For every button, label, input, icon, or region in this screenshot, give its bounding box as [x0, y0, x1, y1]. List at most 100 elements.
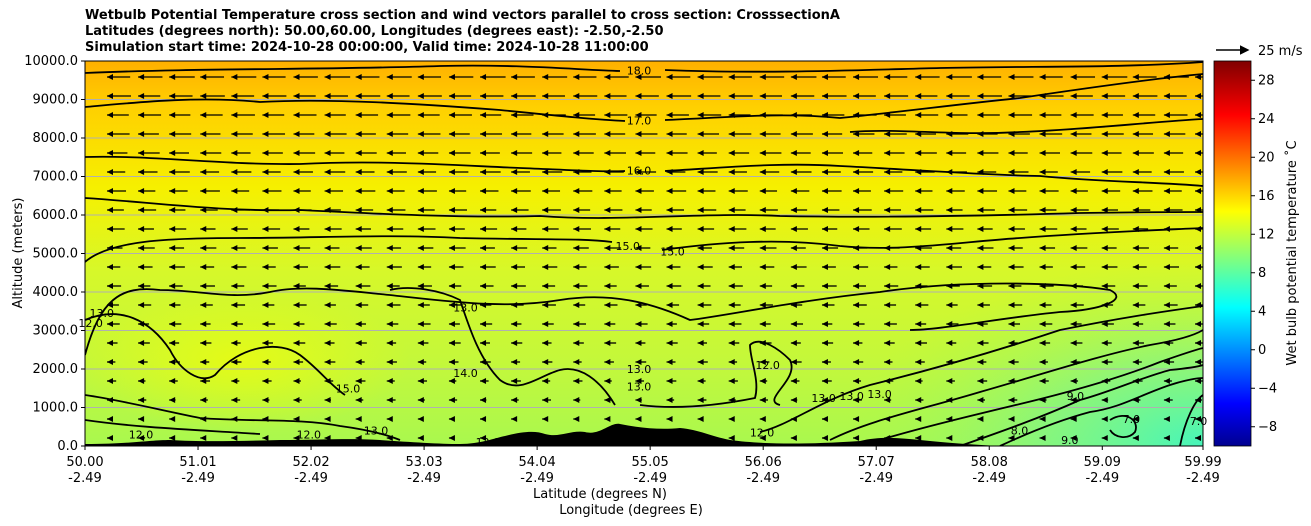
wind-vector [480, 416, 487, 422]
wind-vector [790, 131, 813, 137]
wind-vector [946, 321, 959, 327]
wind-vector [1132, 245, 1149, 251]
x-axis-label-lat: Latitude (degrees N) [533, 487, 667, 502]
wind-vector [480, 264, 496, 270]
wind-vector [1101, 112, 1123, 118]
wind-vector [666, 435, 673, 441]
contour-label: 12.0 [476, 436, 501, 449]
wind-vector [977, 302, 990, 308]
wind-vector [790, 188, 810, 194]
wind-vector [915, 207, 934, 213]
wind-vector [573, 397, 581, 403]
wind-vector [480, 150, 500, 156]
wind-vector [946, 264, 963, 270]
wind-vector [169, 283, 183, 289]
wind-vector [355, 93, 381, 99]
wind-vector [604, 416, 611, 422]
wind-vector [1070, 150, 1093, 156]
wind-vector [1039, 188, 1059, 194]
wind-vector [355, 321, 367, 327]
wind-vector [511, 416, 518, 422]
wind-vector [666, 131, 687, 137]
contour-label: 13.0 [90, 307, 115, 320]
contour-label: 17.0 [627, 115, 652, 128]
wind-vector [697, 302, 712, 308]
wind-vector [573, 188, 593, 194]
wind-vector [573, 207, 591, 213]
wind-vector [1070, 397, 1079, 403]
wind-vector [635, 435, 642, 441]
wind-vector [386, 283, 400, 289]
wind-vector [355, 435, 362, 441]
wind-vector [884, 207, 902, 213]
wind-vector [1163, 321, 1176, 327]
wind-vector [355, 131, 376, 137]
wind-vector [573, 359, 582, 365]
wind-vector [324, 169, 346, 175]
wind-vector [821, 93, 847, 99]
wind-vector [448, 397, 458, 403]
wind-vector [293, 340, 306, 346]
wind-vector [853, 359, 864, 365]
wind-vector [1101, 397, 1109, 403]
wind-vector [200, 131, 221, 137]
wind-vector [915, 150, 937, 156]
wind-vector [480, 283, 494, 289]
x-tick-label-lat: 56.06 [745, 455, 782, 470]
contour-label: 16.0 [627, 165, 652, 178]
wind-vector [1195, 340, 1203, 346]
wind-vector [821, 359, 831, 365]
wind-vector [324, 321, 337, 327]
wind-vector [511, 435, 518, 441]
y-tick-label: 8000.0 [33, 131, 79, 146]
wind-vector [386, 131, 409, 137]
wind-vector [1008, 74, 1034, 80]
wind-vector [480, 321, 493, 327]
wind-vector [977, 74, 1002, 80]
wind-vector [169, 226, 187, 232]
wind-vector [666, 378, 677, 384]
wind-vector [1070, 226, 1087, 232]
wind-vector [1039, 226, 1058, 232]
wind-vector [448, 188, 467, 194]
wind-vector [169, 321, 182, 327]
wind-vector [1132, 416, 1139, 422]
wind-vector [946, 378, 955, 384]
wind-vector [853, 150, 873, 156]
wind-vector [604, 150, 626, 156]
wind-vector [884, 245, 900, 251]
wind-vector [355, 150, 377, 156]
wind-vector [169, 302, 181, 308]
wind-vector [169, 245, 185, 251]
wind-vector [138, 131, 159, 137]
wind-vector [573, 264, 587, 270]
wind-vector [666, 188, 687, 194]
wind-vector [666, 283, 682, 289]
wind-vector [138, 245, 155, 251]
wind-vector [417, 150, 439, 156]
wind-vector [759, 416, 766, 422]
y-tick-label: 4000.0 [33, 285, 79, 300]
y-tick-label: 5000.0 [33, 247, 79, 262]
wind-vector [231, 302, 246, 308]
wind-vector [821, 169, 841, 175]
wind-vector [635, 264, 652, 270]
x-tick-label-lon: -2.49 [972, 471, 1006, 486]
wind-vector [759, 131, 781, 137]
wind-vector [324, 359, 336, 365]
wind-vector [511, 131, 532, 137]
wind-vector [915, 416, 922, 422]
wind-vector [262, 359, 271, 365]
wind-vector [138, 112, 162, 118]
wind-vector [293, 150, 316, 156]
wind-vector [169, 188, 188, 194]
wind-vector [417, 131, 441, 137]
wind-vector [262, 283, 277, 289]
wind-vector [1163, 131, 1186, 137]
wind-vector [946, 93, 970, 99]
wind-vector [1039, 340, 1051, 346]
wind-vector [293, 264, 309, 270]
wind-vector [728, 283, 743, 289]
wind-vector [386, 435, 393, 441]
wind-vector [728, 131, 752, 137]
